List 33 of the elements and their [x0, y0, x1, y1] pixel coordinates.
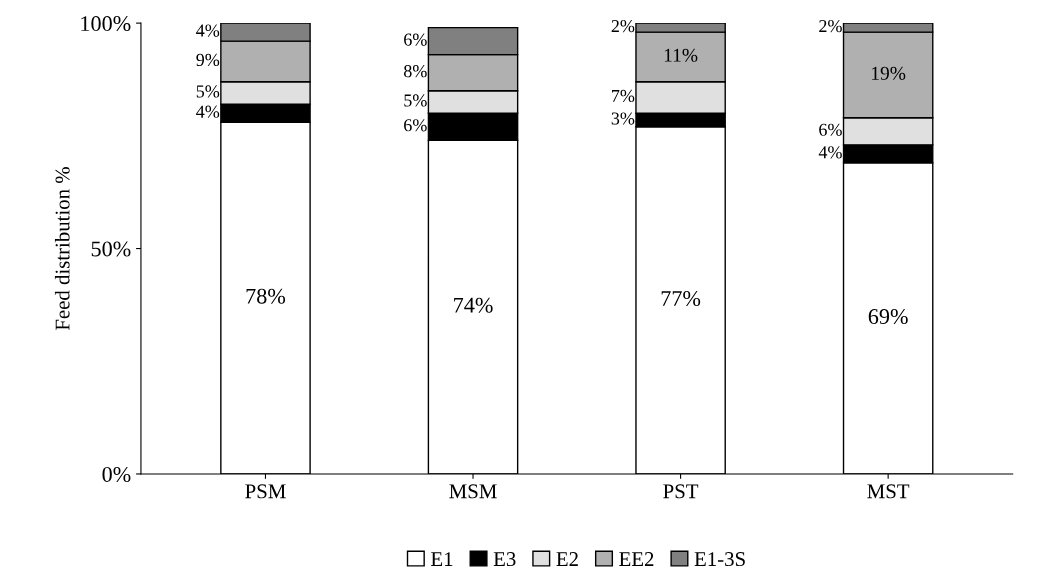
y-tick-label: 100%	[81, 16, 131, 32]
legend-label: E2	[556, 552, 578, 566]
legend-label: E3	[493, 552, 516, 567]
x-tick-label: PST	[663, 484, 699, 499]
data-label: 2%	[611, 19, 635, 33]
data-label: 4%	[818, 146, 842, 159]
data-label: 6%	[819, 123, 842, 136]
y-tick-label: 0%	[102, 466, 131, 482]
data-label: 6%	[404, 119, 427, 132]
legend-label: E1	[431, 552, 453, 566]
data-label: 78%	[246, 288, 286, 304]
legend-label: E1-3S	[694, 552, 745, 567]
x-tick-label: MST	[867, 484, 910, 499]
y-axis-title: Feed distribution %	[54, 167, 70, 331]
data-label: 74%	[454, 297, 493, 313]
x-tick-label: MSM	[449, 484, 497, 499]
data-label: 2%	[819, 19, 842, 33]
data-label: 7%	[612, 89, 635, 103]
x-tick-label: PSM	[245, 484, 286, 499]
y-tick-label: 50%	[91, 241, 131, 257]
data-label: 11%	[664, 48, 698, 62]
data-label: 5%	[404, 94, 427, 107]
data-label: 6%	[404, 33, 427, 46]
data-label: 77%	[661, 290, 701, 307]
data-label: 4%	[196, 24, 220, 37]
data-label: 69%	[868, 308, 908, 325]
data-label: 19%	[872, 66, 906, 80]
data-label: 5%	[196, 85, 220, 98]
legend-label: EE2	[619, 552, 654, 566]
data-label: 4%	[196, 105, 220, 118]
data-label: 3%	[611, 112, 635, 125]
data-label: 9%	[196, 53, 220, 67]
data-label: 8%	[403, 65, 427, 78]
